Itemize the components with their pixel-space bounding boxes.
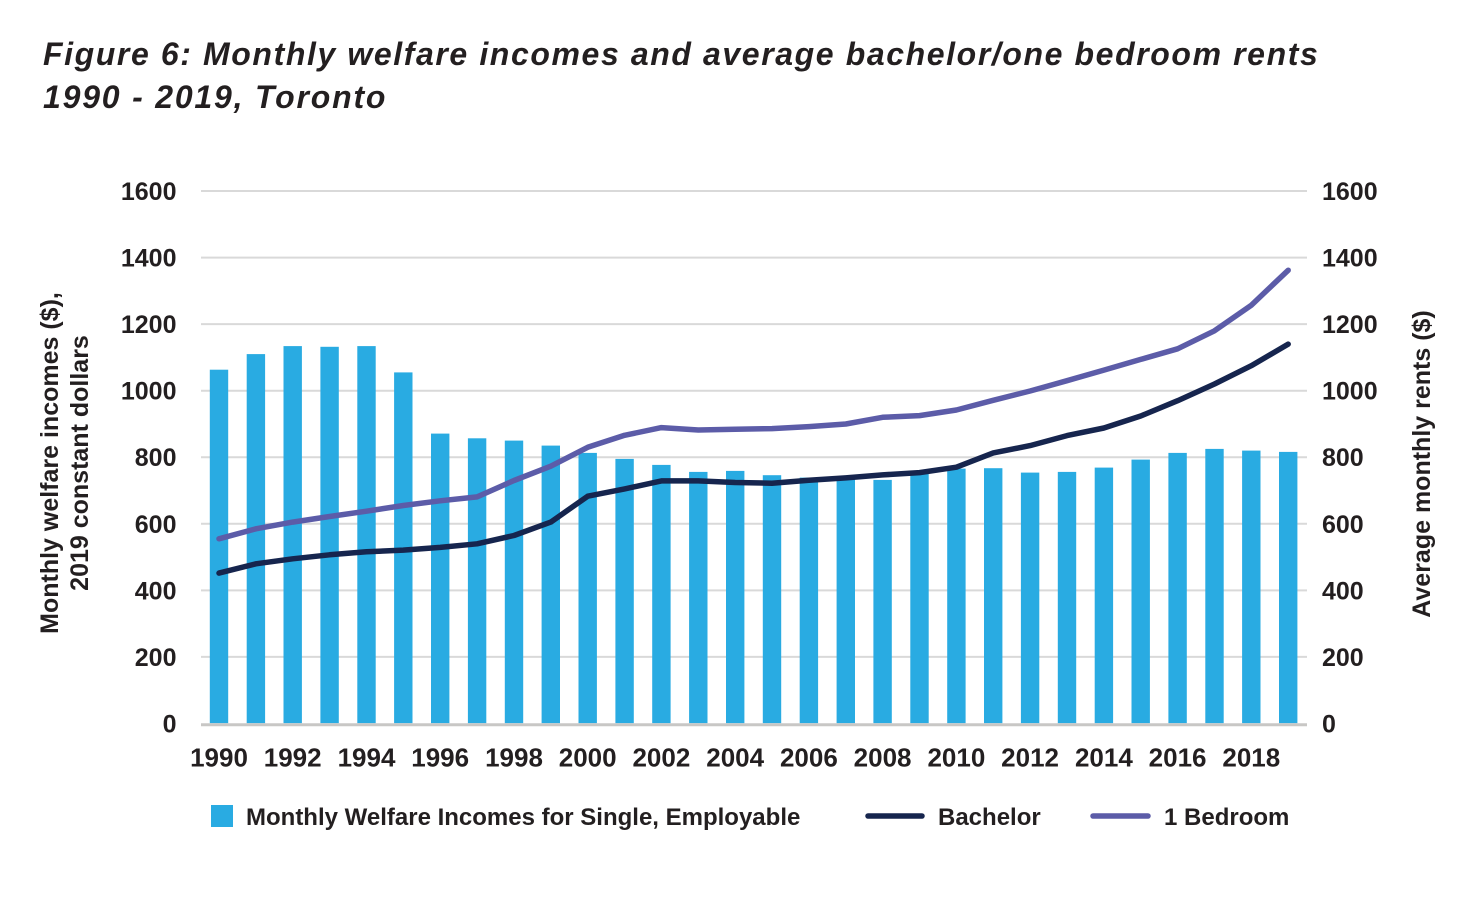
- svg-text:Bachelor: Bachelor: [938, 804, 1041, 831]
- svg-text:2004: 2004: [706, 743, 764, 773]
- svg-text:2012: 2012: [1001, 743, 1059, 773]
- svg-text:1 Bedroom: 1 Bedroom: [1164, 804, 1289, 831]
- svg-text:2010: 2010: [927, 743, 985, 773]
- svg-text:1600: 1600: [121, 178, 177, 206]
- svg-text:2000: 2000: [559, 743, 617, 773]
- svg-text:400: 400: [135, 577, 177, 605]
- svg-text:1996: 1996: [411, 743, 469, 773]
- svg-text:1990 - 2019, Toronto: 1990 - 2019, Toronto: [43, 79, 387, 115]
- svg-text:200: 200: [135, 644, 177, 672]
- svg-text:Figure 6: Monthly welfare inco: Figure 6: Monthly welfare incomes and av…: [43, 36, 1319, 72]
- svg-text:1600: 1600: [1322, 178, 1378, 206]
- svg-text:1200: 1200: [121, 311, 177, 339]
- svg-text:1000: 1000: [1322, 378, 1378, 406]
- svg-text:2002: 2002: [632, 743, 690, 773]
- svg-text:2008: 2008: [854, 743, 912, 773]
- svg-text:2016: 2016: [1149, 743, 1207, 773]
- svg-text:Average monthly rents ($): Average monthly rents ($): [1408, 310, 1436, 617]
- svg-text:1992: 1992: [264, 743, 322, 773]
- svg-text:2018: 2018: [1222, 743, 1280, 773]
- svg-text:Monthly Welfare Incomes for Si: Monthly Welfare Incomes for Single, Empl…: [246, 804, 800, 831]
- svg-text:2014: 2014: [1075, 743, 1133, 773]
- svg-text:800: 800: [1322, 444, 1364, 472]
- svg-text:0: 0: [163, 711, 177, 739]
- svg-text:800: 800: [135, 444, 177, 472]
- svg-text:1994: 1994: [338, 743, 396, 773]
- svg-text:600: 600: [135, 511, 177, 539]
- svg-text:600: 600: [1322, 511, 1364, 539]
- svg-text:1998: 1998: [485, 743, 543, 773]
- svg-text:400: 400: [1322, 577, 1364, 605]
- svg-text:1200: 1200: [1322, 311, 1378, 339]
- svg-text:2006: 2006: [780, 743, 838, 773]
- svg-text:1400: 1400: [1322, 245, 1378, 273]
- svg-text:1990: 1990: [190, 743, 248, 773]
- svg-text:1000: 1000: [121, 378, 177, 406]
- svg-text:2019 constant dollars: 2019 constant dollars: [66, 335, 94, 591]
- svg-text:1400: 1400: [121, 245, 177, 273]
- svg-text:200: 200: [1322, 644, 1364, 672]
- svg-text:Monthly welfare incomes ($),: Monthly welfare incomes ($),: [36, 292, 64, 634]
- svg-text:0: 0: [1322, 711, 1336, 739]
